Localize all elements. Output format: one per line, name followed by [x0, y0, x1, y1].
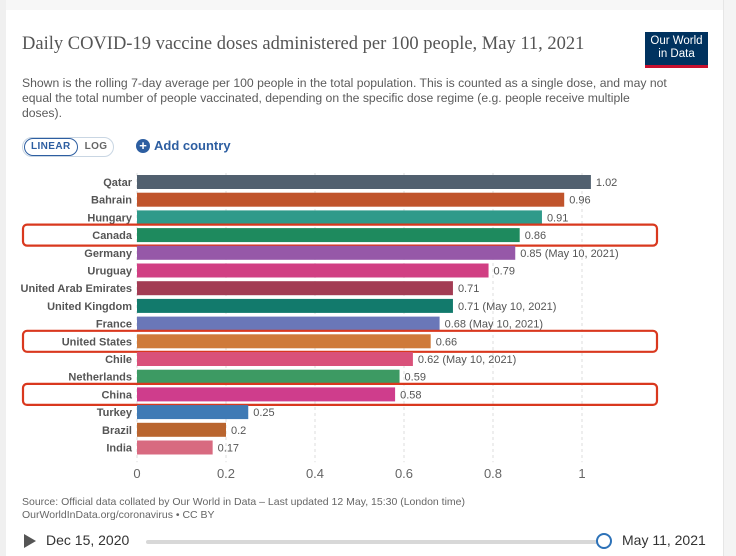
bar — [137, 210, 542, 225]
x-tick-label: 0.4 — [306, 466, 324, 481]
bar — [137, 387, 396, 402]
log-scale-option[interactable]: LOG — [84, 141, 108, 152]
chart-subtitle: Shown is the rolling 7-day average per 1… — [22, 76, 667, 120]
country-label: Germany — [84, 248, 133, 260]
x-tick-label: 0.2 — [217, 466, 235, 481]
value-label: 0.85 (May 10, 2021) — [520, 248, 618, 260]
x-tick-label: 0.6 — [395, 466, 413, 481]
page-scrollbar[interactable] — [723, 0, 736, 556]
plus-circle-icon: + — [136, 138, 150, 153]
highlight-box — [21, 382, 659, 406]
value-label: 1.02 — [596, 177, 617, 189]
logo-line-2: in Data — [658, 48, 695, 60]
value-label: 0.62 (May 10, 2021) — [418, 354, 516, 366]
country-label: United Arab Emirates — [21, 283, 132, 295]
add-country-button[interactable]: + Add country — [136, 138, 231, 153]
timeline-end-date[interactable]: May 11, 2021 — [622, 532, 706, 548]
value-label: 0.2 — [231, 425, 246, 437]
country-label: Canada — [92, 230, 133, 242]
bar — [137, 263, 489, 278]
country-label: Bahrain — [91, 195, 132, 207]
x-tick-label: 0.8 — [484, 466, 502, 481]
country-label: Turkey — [97, 407, 133, 419]
highlight-box — [21, 329, 659, 353]
country-label: United Kingdom — [47, 301, 132, 313]
timeline-start-date[interactable]: Dec 15, 2020 — [46, 532, 130, 548]
bar — [137, 192, 565, 207]
source-note: Source: Official data collated by Our Wo… — [22, 496, 622, 521]
bar — [137, 245, 516, 260]
value-label: 0.66 — [436, 336, 457, 348]
x-tick-label: 0 — [133, 466, 140, 481]
value-label: 0.71 (May 10, 2021) — [458, 301, 556, 313]
bar — [137, 228, 520, 243]
logo-line-1: Our World — [650, 35, 703, 47]
value-label: 0.96 — [569, 195, 590, 207]
source-line-1: Source: Official data collated by Our Wo… — [22, 496, 465, 508]
country-label: United States — [62, 336, 132, 348]
country-label: France — [96, 319, 132, 331]
value-label: 0.79 — [494, 266, 515, 278]
bar — [137, 440, 213, 455]
value-label: 0.58 — [400, 389, 421, 401]
value-label: 0.59 — [405, 372, 426, 384]
page-left-edge — [0, 0, 6, 556]
country-label: Chile — [105, 354, 132, 366]
timeline-handle[interactable] — [596, 533, 612, 549]
x-tick-label: 1 — [578, 466, 585, 481]
country-label: Brazil — [102, 425, 132, 437]
timeline-track[interactable] — [146, 540, 604, 544]
country-label: India — [106, 443, 133, 455]
bar — [137, 369, 400, 384]
value-label: 0.86 — [525, 230, 546, 242]
bar — [137, 281, 453, 296]
timeline: Dec 15, 2020 May 11, 2021 — [0, 526, 724, 556]
bar — [137, 298, 453, 313]
country-label: Uruguay — [87, 266, 133, 278]
bar — [137, 175, 591, 189]
highlight-box — [21, 223, 659, 247]
add-country-label: Add country — [154, 138, 231, 153]
country-label: Hungary — [87, 212, 133, 224]
value-label: 0.68 (May 10, 2021) — [445, 319, 543, 331]
value-label: 0.17 — [218, 443, 239, 455]
bar — [137, 405, 249, 420]
linear-scale-option[interactable]: LINEAR — [24, 138, 78, 156]
bar — [137, 334, 431, 349]
bar-chart: 0 0.2 0.4 0.6 0.8 1 Qatar 1.02 Bahrain 0.96 Hungar… — [21, 173, 659, 481]
owid-logo[interactable]: Our World in Data — [645, 32, 708, 68]
country-label: Netherlands — [68, 372, 132, 384]
bar — [137, 316, 440, 331]
country-label: China — [101, 389, 132, 401]
play-icon[interactable] — [24, 534, 36, 548]
value-label: 0.71 — [458, 283, 479, 295]
scale-toggle[interactable]: LINEAR LOG — [22, 137, 114, 157]
value-label: 0.91 — [547, 212, 568, 224]
browser-top-edge — [0, 0, 736, 10]
bar — [137, 422, 226, 437]
country-label: Qatar — [103, 177, 132, 189]
chart-title: Daily COVID-19 vaccine doses administere… — [22, 34, 585, 54]
value-label: 0.25 — [253, 407, 274, 419]
source-line-2[interactable]: OurWorldInData.org/coronavirus • CC BY — [22, 508, 215, 521]
bar — [137, 352, 413, 366]
